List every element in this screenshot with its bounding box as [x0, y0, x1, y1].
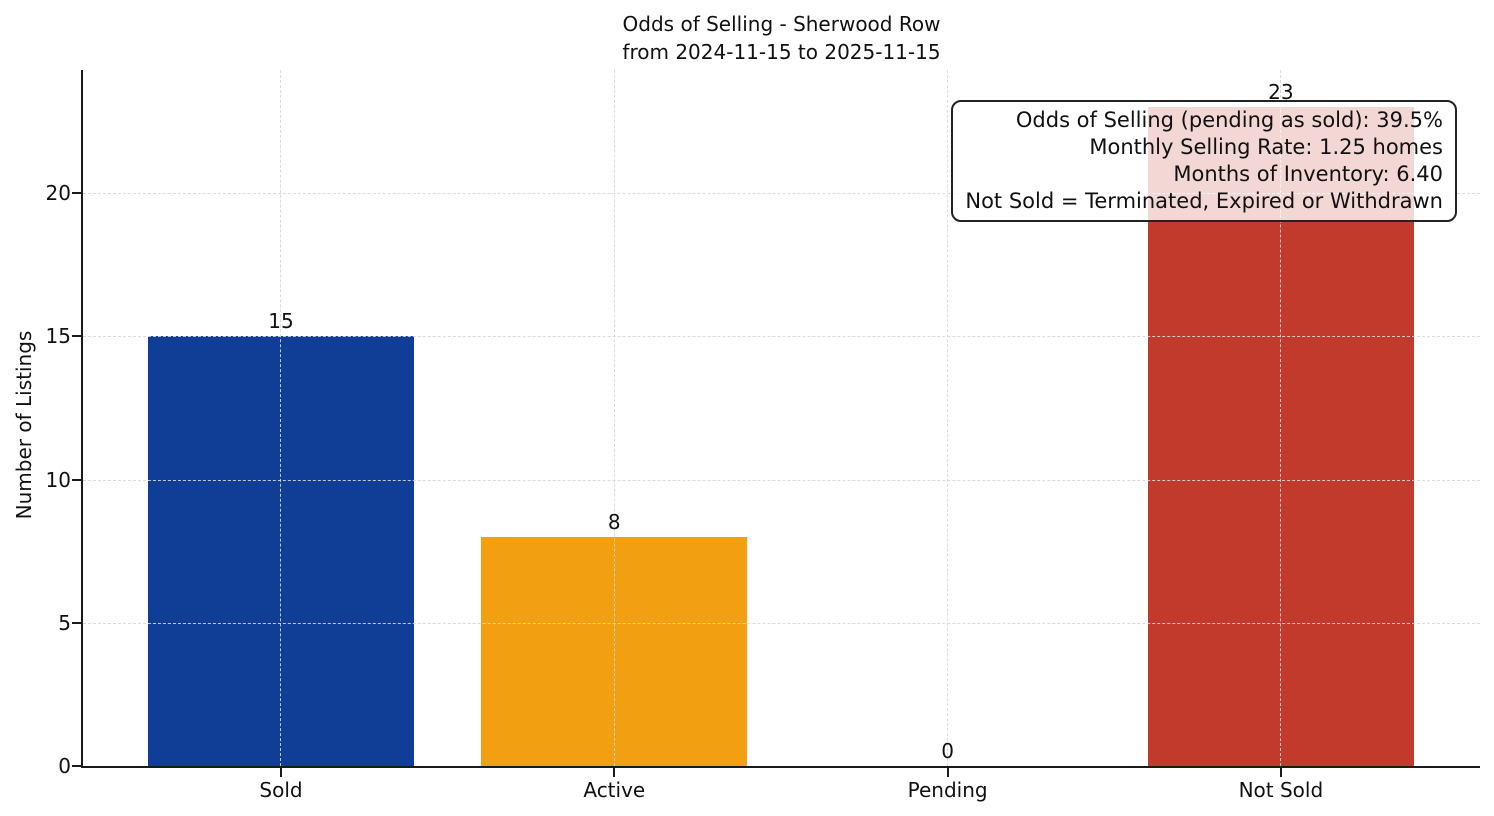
y-tick-label: 5	[58, 610, 71, 635]
x-axis-tick	[946, 768, 949, 777]
x-axis-tick	[613, 768, 616, 777]
horizontal-gridline	[83, 622, 1480, 624]
annotation-months-of-inventory: Months of Inventory: 6.40	[1173, 162, 1443, 186]
horizontal-gridline	[83, 193, 1480, 195]
chart-title-line1: Odds of Selling - Sherwood Row	[622, 12, 941, 36]
vertical-gridline	[1280, 70, 1282, 766]
horizontal-gridline	[83, 336, 1480, 338]
x-axis-tick	[280, 768, 282, 777]
y-tick-label: 15	[45, 324, 71, 349]
bar-value-label: 8	[607, 509, 621, 534]
x-tick-label: Sold	[259, 778, 303, 802]
bar-value-label: 0	[941, 739, 954, 763]
chart-title: Odds of Selling - Sherwood Row from 2024…	[83, 10, 1480, 66]
y-axis-tick	[72, 621, 81, 624]
y-axis-tick	[72, 335, 81, 338]
annotation-odds-of-selling: Odds of Selling (pending as sold): 39.5%	[1015, 108, 1443, 132]
annotation-monthly-selling-rate: Monthly Selling Rate: 1.25 homes	[1089, 135, 1443, 159]
vertical-gridline	[946, 70, 948, 766]
x-tick-label: Active	[583, 778, 646, 802]
annotation-box: Odds of Selling (pending as sold): 39.5%…	[951, 100, 1457, 222]
y-tick-label: 0	[58, 754, 71, 778]
vertical-gridline	[613, 70, 615, 766]
chart-title-line2: from 2024-11-15 to 2025-11-15	[622, 40, 941, 64]
horizontal-gridline	[83, 479, 1480, 481]
x-axis-tick	[1279, 768, 1282, 777]
bar-value-label: 15	[268, 309, 294, 334]
y-axis-tick	[72, 765, 81, 767]
x-tick-label: Pending	[907, 778, 988, 802]
y-tick-label: 10	[45, 467, 71, 492]
annotation-not-sold-definition: Not Sold = Terminated, Expired or Withdr…	[965, 189, 1443, 213]
y-axis-tick	[72, 478, 81, 481]
x-tick-label: Not Sold	[1238, 778, 1324, 802]
vertical-gridline	[280, 70, 282, 766]
y-axis-tick	[72, 192, 81, 195]
y-tick-label: 20	[45, 181, 71, 206]
